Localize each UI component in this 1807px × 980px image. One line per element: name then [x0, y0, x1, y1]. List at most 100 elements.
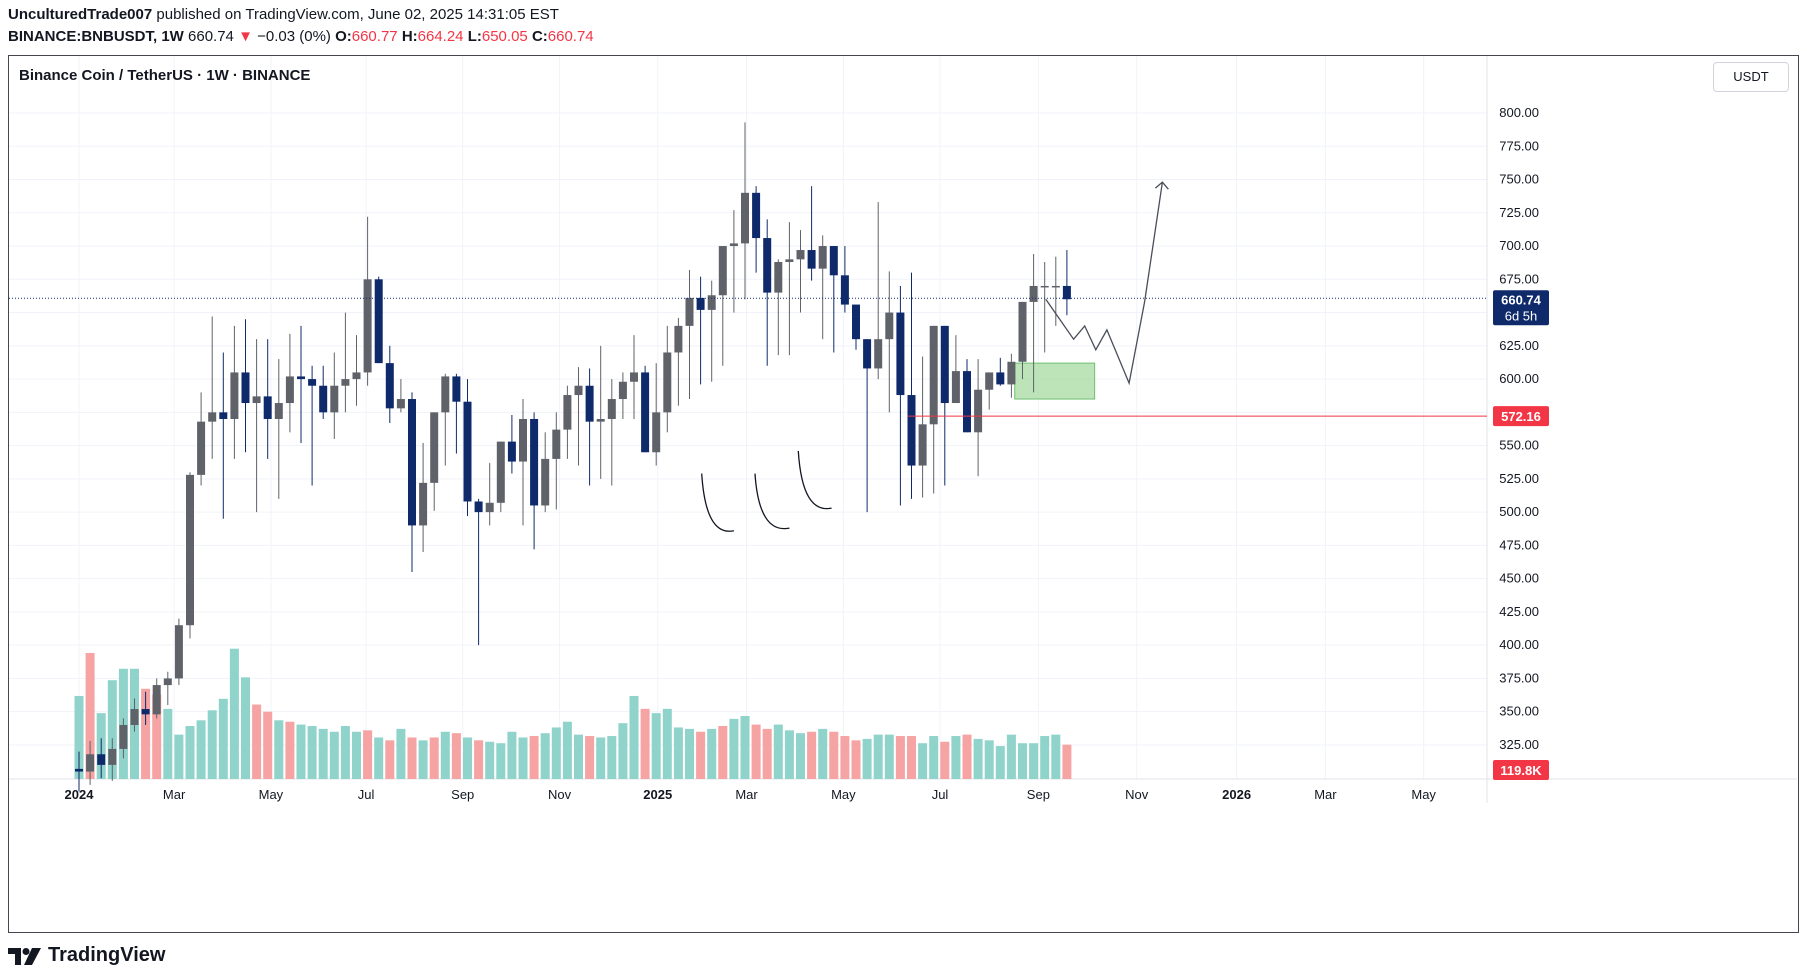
candle[interactable] — [419, 442, 428, 553]
candle[interactable] — [208, 316, 217, 459]
candle[interactable] — [807, 186, 816, 281]
candle[interactable] — [274, 359, 283, 499]
candle[interactable] — [963, 359, 971, 433]
forecast-path[interactable] — [1045, 182, 1164, 386]
candle[interactable] — [530, 412, 539, 550]
candle[interactable] — [907, 272, 916, 499]
chart-frame[interactable] — [8, 55, 1799, 933]
candle[interactable] — [1029, 254, 1038, 393]
candle[interactable] — [152, 678, 161, 719]
candle[interactable] — [552, 412, 561, 510]
candle[interactable] — [496, 441, 505, 513]
candle[interactable] — [596, 345, 605, 479]
candle[interactable] — [796, 230, 805, 313]
candle[interactable] — [163, 671, 172, 706]
candle[interactable] — [308, 365, 317, 486]
candle[interactable] — [230, 325, 239, 459]
candle[interactable] — [363, 216, 372, 386]
candle[interactable] — [985, 372, 994, 410]
candle[interactable] — [1018, 301, 1027, 380]
publisher-name[interactable]: UnculturedTrade007 — [8, 6, 153, 23]
candle[interactable] — [829, 246, 838, 353]
candle[interactable] — [863, 339, 872, 513]
candle[interactable] — [441, 373, 450, 466]
candle[interactable] — [297, 325, 305, 443]
candle[interactable] — [874, 202, 883, 380]
candle[interactable] — [929, 325, 938, 494]
candle[interactable] — [674, 317, 683, 406]
candle[interactable] — [374, 276, 383, 364]
candle[interactable] — [1062, 250, 1071, 316]
candle[interactable] — [752, 186, 761, 273]
candle[interactable] — [130, 698, 139, 732]
candle[interactable] — [108, 738, 117, 781]
tradingview-brand[interactable]: TradingView — [8, 944, 165, 967]
candle[interactable] — [663, 325, 672, 433]
candle[interactable] — [285, 333, 294, 433]
candle[interactable] — [197, 392, 206, 486]
candle[interactable] — [718, 246, 727, 366]
candle[interactable] — [75, 751, 83, 792]
candle[interactable] — [330, 352, 339, 439]
candle[interactable] — [585, 368, 594, 486]
candle[interactable] — [97, 738, 106, 779]
candle[interactable] — [818, 235, 827, 340]
candle[interactable] — [1051, 256, 1060, 326]
candle[interactable] — [352, 335, 361, 406]
candle[interactable] — [630, 335, 638, 419]
candle[interactable] — [685, 269, 694, 400]
candle[interactable] — [430, 412, 439, 511]
candle[interactable] — [729, 210, 738, 313]
candle[interactable] — [918, 356, 927, 498]
candle[interactable] — [319, 365, 328, 419]
candle[interactable] — [652, 363, 661, 466]
candle[interactable] — [607, 379, 616, 486]
candle[interactable] — [996, 357, 1005, 386]
candle[interactable] — [641, 365, 650, 453]
demand-zone-box[interactable] — [1014, 362, 1096, 400]
candle[interactable] — [885, 271, 894, 413]
candle[interactable] — [951, 335, 960, 404]
candle[interactable] — [852, 304, 860, 350]
candle-body — [441, 376, 450, 413]
candle[interactable] — [541, 432, 550, 513]
candle[interactable] — [940, 325, 949, 486]
candle[interactable] — [219, 352, 228, 519]
candle[interactable] — [741, 122, 749, 300]
candle[interactable] — [1040, 262, 1049, 353]
candle[interactable] — [396, 379, 405, 413]
candle[interactable] — [474, 498, 483, 646]
candle[interactable] — [341, 312, 350, 413]
candle[interactable] — [141, 691, 150, 725]
volume-bar — [274, 720, 284, 779]
candle[interactable] — [974, 359, 983, 477]
candle[interactable] — [263, 339, 272, 459]
candle[interactable] — [252, 339, 261, 513]
candle[interactable] — [840, 246, 849, 313]
candle[interactable] — [408, 392, 416, 572]
candle[interactable] — [452, 373, 461, 454]
candle[interactable] — [1007, 353, 1016, 398]
candle[interactable] — [563, 385, 572, 459]
candle[interactable] — [174, 618, 183, 686]
candle[interactable] — [119, 718, 128, 759]
candle[interactable] — [774, 259, 783, 356]
currency-button[interactable]: USDT — [1713, 62, 1789, 92]
candle[interactable] — [763, 219, 772, 366]
candle[interactable] — [485, 462, 494, 526]
candle[interactable] — [385, 345, 394, 423]
candle[interactable] — [241, 319, 250, 453]
candle[interactable] — [519, 399, 527, 526]
candle[interactable] — [86, 740, 95, 785]
candle[interactable] — [618, 372, 627, 419]
candle[interactable] — [707, 280, 716, 382]
candle[interactable] — [896, 285, 905, 506]
candle[interactable] — [186, 472, 194, 639]
candle[interactable] — [785, 222, 794, 356]
candle[interactable] — [696, 276, 705, 385]
candle[interactable] — [507, 415, 516, 474]
y-tick-label: 675.00 — [1499, 271, 1539, 286]
candle[interactable] — [463, 379, 472, 517]
candle[interactable] — [574, 367, 583, 466]
